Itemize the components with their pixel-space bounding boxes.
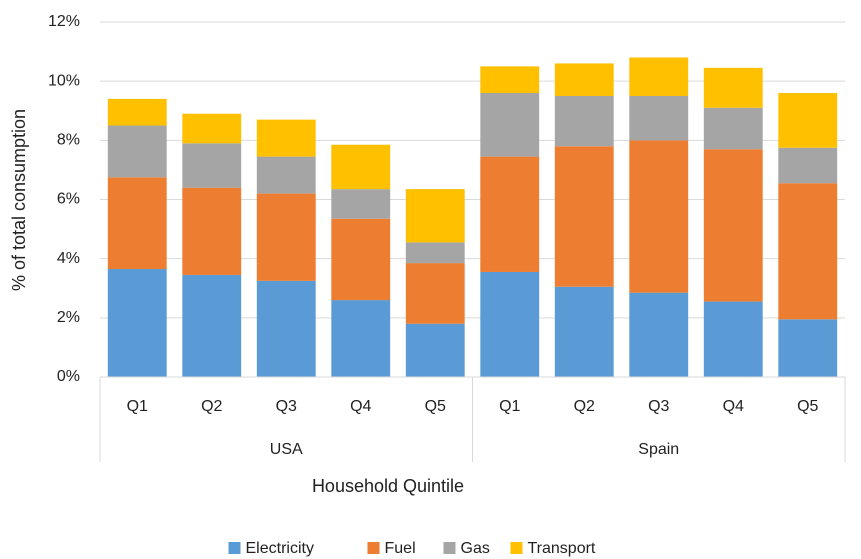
- bar-segment: [256, 156, 316, 194]
- bar-segment: [554, 63, 614, 96]
- bar-segment: [778, 93, 838, 148]
- bar-segment: [629, 140, 689, 293]
- legend-swatch: [443, 542, 456, 554]
- bar-segment: [480, 156, 540, 272]
- bar-segment: [703, 107, 763, 150]
- y-tick-label: 12%: [48, 13, 80, 30]
- bar-segment: [480, 271, 540, 377]
- bar-segment: [778, 147, 838, 184]
- y-tick-label: 0%: [57, 368, 80, 385]
- legend-swatch: [367, 542, 380, 554]
- group-label: USA: [270, 441, 303, 458]
- x-tick-label: Q1: [127, 398, 148, 415]
- bar-segment: [331, 144, 391, 190]
- legend-swatch: [228, 542, 241, 554]
- legend-label: Transport: [528, 540, 596, 557]
- bar-segment: [703, 301, 763, 377]
- x-tick-label: Q2: [574, 398, 595, 415]
- bar-segment: [554, 146, 614, 287]
- legend-swatch: [510, 542, 523, 554]
- bar-segment: [629, 57, 689, 96]
- x-tick-label: Q3: [276, 398, 297, 415]
- bar-segment: [405, 263, 465, 324]
- group-label: Spain: [638, 441, 679, 458]
- y-tick-label: 6%: [57, 191, 80, 208]
- x-tick-label: Q1: [499, 398, 520, 415]
- bar-segment: [405, 189, 465, 243]
- bar-segment: [107, 269, 167, 377]
- x-axis-title: Household Quintile: [312, 476, 464, 496]
- bar-segment: [778, 183, 838, 320]
- x-tick-label: Q5: [797, 398, 818, 415]
- x-tick-label: Q4: [350, 398, 371, 415]
- bar-segment: [405, 323, 465, 377]
- bar-segment: [554, 95, 614, 147]
- bar-segment: [554, 286, 614, 377]
- legend-label: Gas: [461, 540, 490, 557]
- bar-segment: [182, 143, 242, 188]
- bar-segment: [331, 189, 391, 219]
- bar-segment: [256, 119, 316, 157]
- legend-label: Fuel: [385, 540, 416, 557]
- bar-segment: [480, 66, 540, 93]
- bar-segment: [107, 177, 167, 270]
- bar-segment: [331, 218, 391, 301]
- x-tick-label: Q5: [425, 398, 446, 415]
- y-axis-title: % of total consumption: [9, 109, 29, 291]
- bar-segment: [629, 292, 689, 377]
- bar-segment: [405, 242, 465, 264]
- x-tick-label: Q3: [648, 398, 669, 415]
- bar-segment: [256, 280, 316, 377]
- y-tick-label: 2%: [57, 309, 80, 326]
- bar-segment: [182, 274, 242, 377]
- bar-segment: [107, 125, 167, 178]
- bar-segment: [107, 98, 167, 126]
- bar-segment: [778, 319, 838, 377]
- x-tick-label: Q4: [723, 398, 744, 415]
- bar-segment: [703, 67, 763, 108]
- bar-segment: [256, 193, 316, 281]
- y-tick-label: 8%: [57, 132, 80, 149]
- bar-segment: [703, 149, 763, 302]
- y-tick-label: 10%: [48, 72, 80, 89]
- bar-segment: [331, 300, 391, 377]
- bar-segment: [182, 187, 242, 275]
- bar-segment: [629, 95, 689, 141]
- bar-segment: [182, 113, 242, 144]
- bar-segment: [480, 93, 540, 157]
- y-tick-label: 4%: [57, 250, 80, 267]
- x-tick-label: Q2: [201, 398, 222, 415]
- legend-label: Electricity: [246, 540, 314, 557]
